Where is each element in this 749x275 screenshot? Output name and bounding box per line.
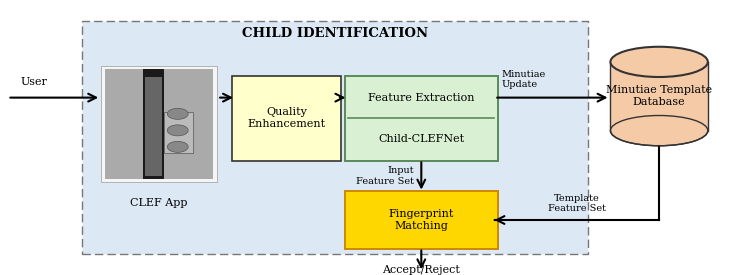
Text: Minutiae
Update: Minutiae Update: [502, 70, 546, 89]
Text: Child-CLEFNet: Child-CLEFNet: [378, 134, 464, 144]
Text: Feature Extraction: Feature Extraction: [368, 93, 475, 103]
Bar: [105, 69, 213, 179]
Bar: [164, 112, 192, 153]
Bar: [101, 66, 217, 182]
Bar: [145, 77, 162, 176]
FancyBboxPatch shape: [345, 76, 498, 161]
Ellipse shape: [167, 141, 188, 152]
FancyBboxPatch shape: [345, 191, 498, 249]
Text: Fingerprint
Matching: Fingerprint Matching: [389, 209, 454, 231]
Ellipse shape: [610, 116, 708, 146]
FancyBboxPatch shape: [82, 21, 588, 254]
Text: Quality
Enhancement: Quality Enhancement: [247, 108, 326, 129]
Text: User: User: [20, 77, 47, 87]
Text: CLEF App: CLEF App: [130, 198, 188, 208]
Text: CHILD IDENTIFICATION: CHILD IDENTIFICATION: [242, 26, 428, 40]
Text: Accept/Reject: Accept/Reject: [383, 265, 460, 275]
Text: Input
Feature Set: Input Feature Set: [356, 166, 413, 186]
Bar: [610, 62, 708, 131]
Ellipse shape: [610, 47, 708, 77]
Text: Template
Feature Set: Template Feature Set: [548, 194, 606, 213]
Bar: [143, 69, 164, 179]
Ellipse shape: [167, 125, 188, 136]
Ellipse shape: [167, 108, 188, 119]
FancyBboxPatch shape: [232, 76, 341, 161]
Text: Minutiae Template
Database: Minutiae Template Database: [606, 86, 712, 107]
